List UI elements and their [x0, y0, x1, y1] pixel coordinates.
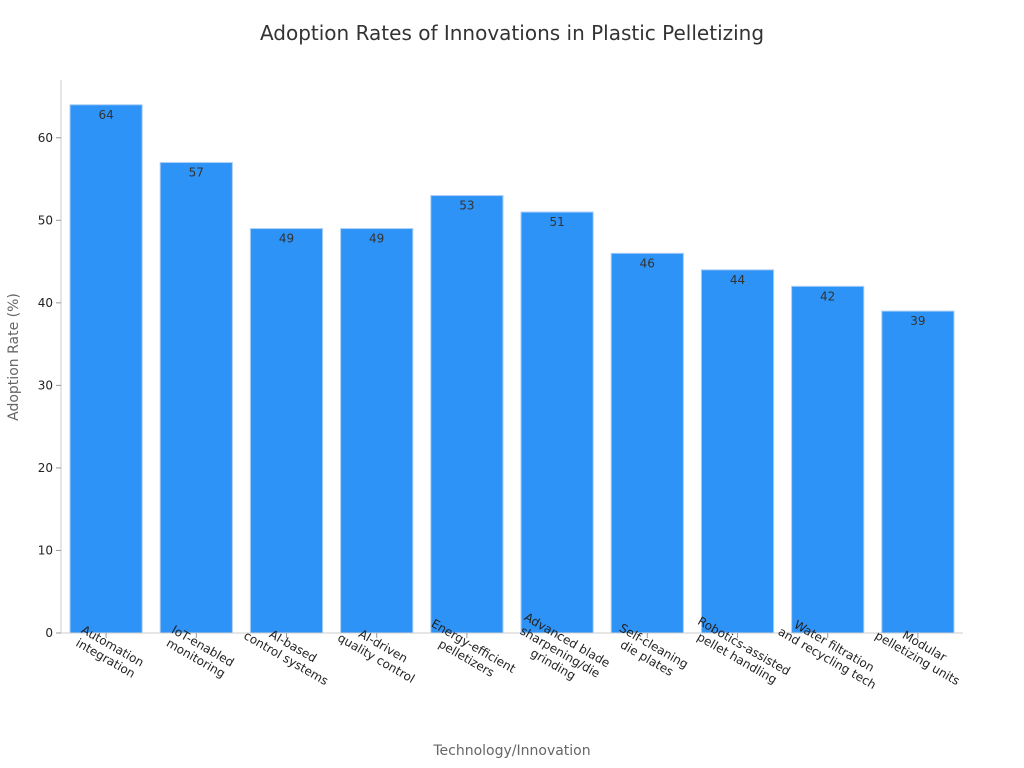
bar — [791, 285, 865, 634]
y-tick-label: 60 — [38, 131, 53, 145]
y-tick-label: 20 — [38, 461, 53, 475]
bars-group — [69, 104, 955, 634]
bar — [430, 195, 504, 634]
bar-value-label: 53 — [459, 199, 474, 213]
bar — [610, 252, 684, 634]
y-tick-label: 50 — [38, 213, 53, 227]
bar — [159, 162, 233, 634]
bar-value-label: 42 — [820, 289, 835, 303]
y-tick-label: 30 — [38, 378, 53, 392]
bar-value-label: 49 — [369, 232, 384, 246]
bar — [249, 228, 324, 634]
data-labels-group: 64 57 49 49 53 51 46 44 42 39 — [98, 108, 925, 328]
bar-value-label: 44 — [730, 273, 745, 287]
bar — [700, 269, 775, 634]
bar-value-label: 49 — [279, 232, 294, 246]
bar — [69, 104, 143, 634]
y-tick-label: 40 — [38, 296, 53, 310]
x-axis-label: Technology/Innovation — [432, 743, 590, 759]
y-tick-label: 0 — [45, 626, 53, 640]
y-axis: 0 10 20 30 40 50 60 — [38, 80, 62, 640]
bar-value-label: 46 — [640, 256, 655, 270]
bar-value-label: 51 — [549, 215, 564, 229]
chart-title: Adoption Rates of Innovations in Plastic… — [260, 21, 764, 45]
bar — [520, 211, 594, 634]
bar — [340, 228, 414, 634]
bar-value-label: 57 — [189, 166, 204, 180]
bar-value-label: 64 — [98, 108, 113, 122]
y-tick-label: 10 — [38, 543, 53, 557]
bar — [881, 310, 955, 634]
y-axis-label: Adoption Rate (%) — [6, 293, 22, 421]
bar-value-label: 39 — [910, 314, 925, 328]
